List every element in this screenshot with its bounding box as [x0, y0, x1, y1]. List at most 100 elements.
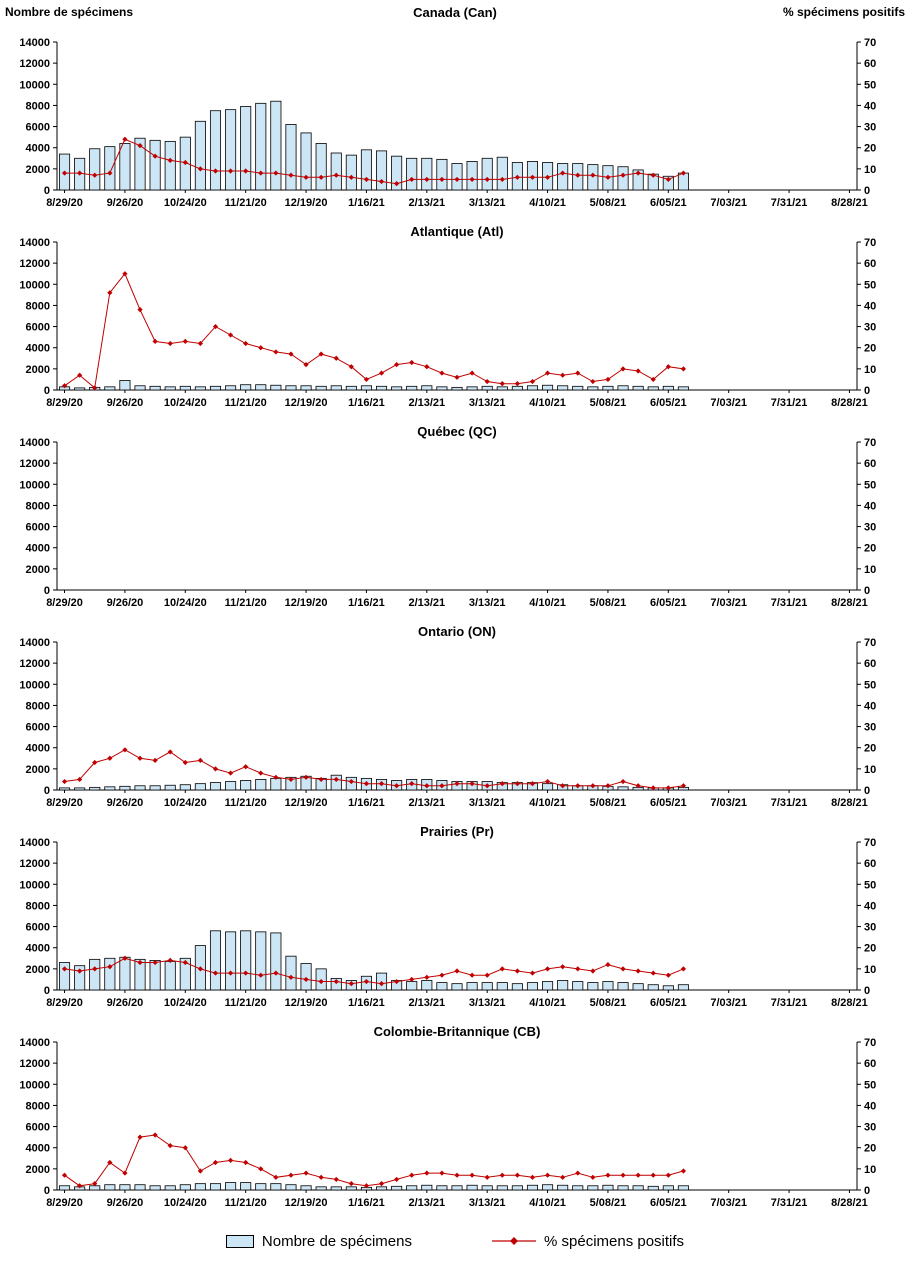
plot-area: 0 2000 4000 6000 8000 10000 12000 14000 0 10 20 30 4… — [19, 237, 876, 409]
svg-text:9/26/20: 9/26/20 — [107, 1197, 144, 1209]
svg-text:12/19/20: 12/19/20 — [285, 397, 328, 409]
svg-text:8/28/21: 8/28/21 — [831, 597, 868, 609]
svg-text:7/03/21: 7/03/21 — [710, 597, 747, 609]
svg-text:2/13/21: 2/13/21 — [408, 197, 445, 209]
svg-text:10000: 10000 — [19, 79, 50, 91]
svg-text:12/19/20: 12/19/20 — [285, 197, 328, 209]
svg-text:1/16/21: 1/16/21 — [348, 1197, 385, 1209]
svg-text:12/19/20: 12/19/20 — [285, 797, 328, 809]
svg-text:1/16/21: 1/16/21 — [348, 597, 385, 609]
chart-quebec: Québec (QC) 0 2000 4000 6000 8000 10000 12000 1… — [0, 420, 910, 620]
svg-text:40: 40 — [864, 1100, 876, 1112]
svg-text:7/31/21: 7/31/21 — [771, 197, 808, 209]
svg-text:8/28/21: 8/28/21 — [831, 797, 868, 809]
svg-text:11/21/20: 11/21/20 — [225, 797, 267, 809]
svg-text:4000: 4000 — [26, 743, 50, 755]
svg-text:10/24/20: 10/24/20 — [164, 197, 207, 209]
svg-text:10/24/20: 10/24/20 — [164, 397, 207, 409]
svg-text:3/13/21: 3/13/21 — [469, 197, 506, 209]
plot-area: 0 2000 4000 6000 8000 10000 12000 14000 0 10 20 30 4… — [19, 437, 876, 609]
axes: 0 2000 4000 6000 8000 10000 12000 14000 0 10 20 30 4… — [19, 637, 876, 809]
svg-text:12/19/20: 12/19/20 — [285, 597, 328, 609]
svg-text:6000: 6000 — [26, 322, 50, 334]
chart-title-quebec: Québec (QC) — [417, 424, 496, 439]
svg-text:40: 40 — [864, 700, 876, 712]
svg-text:3/13/21: 3/13/21 — [469, 597, 506, 609]
chart-ontario: Ontario (ON) 0 2000 4000 6000 8000 10000 12000… — [0, 620, 910, 820]
chart-prairies-plot: Prairies (Pr) 0 2000 4000 6000 8000 10000 1200… — [19, 824, 876, 1009]
svg-text:60: 60 — [864, 58, 876, 70]
svg-text:10: 10 — [864, 364, 876, 376]
plot-area: 0 2000 4000 6000 8000 10000 12000 14000 0 10 20 30 4… — [19, 1037, 876, 1209]
svg-text:8/29/20: 8/29/20 — [46, 597, 83, 609]
svg-text:12000: 12000 — [19, 1058, 50, 1070]
svg-text:7/31/21: 7/31/21 — [771, 1197, 808, 1209]
svg-text:10: 10 — [864, 764, 876, 776]
svg-text:10/24/20: 10/24/20 — [164, 997, 207, 1009]
bars-series — [59, 774, 689, 791]
line-series — [61, 747, 687, 791]
svg-text:5/08/21: 5/08/21 — [590, 397, 627, 409]
line-series — [61, 271, 687, 391]
svg-text:6/05/21: 6/05/21 — [650, 797, 687, 809]
svg-text:8000: 8000 — [26, 300, 50, 312]
chart-title-prairies: Prairies (Pr) — [420, 824, 494, 839]
svg-text:5/08/21: 5/08/21 — [590, 597, 627, 609]
svg-text:60: 60 — [864, 858, 876, 870]
svg-text:12000: 12000 — [19, 458, 50, 470]
svg-text:9/26/20: 9/26/20 — [107, 997, 144, 1009]
plot-area: 0 2000 4000 6000 8000 10000 12000 14000 0 10 20 30 4… — [19, 837, 876, 1009]
svg-text:3/13/21: 3/13/21 — [469, 397, 506, 409]
plot-area: 0 2000 4000 6000 8000 10000 12000 14000 0 10 20 30 4… — [19, 637, 876, 809]
chart-quebec-plot: Québec (QC) 0 2000 4000 6000 8000 10000 12000 1… — [19, 424, 876, 609]
svg-text:4000: 4000 — [26, 943, 50, 955]
svg-text:5/08/21: 5/08/21 — [590, 1197, 627, 1209]
svg-text:6/05/21: 6/05/21 — [650, 1197, 687, 1209]
svg-text:10/24/20: 10/24/20 — [164, 797, 207, 809]
svg-text:50: 50 — [864, 679, 876, 691]
svg-text:4000: 4000 — [26, 343, 50, 355]
bar-swatch-icon — [225, 1234, 254, 1248]
chart-canada-plot: 0 2000 4000 6000 8000 10000 12000 14000 0 10 20 30 4… — [19, 37, 876, 209]
svg-text:4/10/21: 4/10/21 — [529, 1197, 566, 1209]
svg-text:4/10/21: 4/10/21 — [529, 197, 566, 209]
svg-text:12000: 12000 — [19, 658, 50, 670]
bars-series — [59, 380, 689, 391]
svg-text:6/05/21: 6/05/21 — [650, 997, 687, 1009]
svg-text:5/08/21: 5/08/21 — [590, 197, 627, 209]
svg-text:50: 50 — [864, 479, 876, 491]
svg-text:0: 0 — [44, 1185, 50, 1197]
chart-title-atlantique: Atlantique (Atl) — [410, 224, 503, 239]
svg-text:8/29/20: 8/29/20 — [46, 797, 83, 809]
svg-text:0: 0 — [44, 785, 50, 797]
svg-text:2/13/21: 2/13/21 — [408, 797, 445, 809]
svg-text:2000: 2000 — [26, 764, 50, 776]
svg-text:2/13/21: 2/13/21 — [408, 1197, 445, 1209]
svg-text:20: 20 — [864, 943, 876, 955]
svg-text:7/31/21: 7/31/21 — [771, 597, 808, 609]
svg-text:60: 60 — [864, 258, 876, 270]
svg-text:2000: 2000 — [26, 964, 50, 976]
svg-text:8/29/20: 8/29/20 — [46, 997, 83, 1009]
svg-text:8/28/21: 8/28/21 — [831, 1197, 868, 1209]
svg-text:12/19/20: 12/19/20 — [285, 997, 328, 1009]
plot-area: 0 2000 4000 6000 8000 10000 12000 14000 0 10 20 30 4… — [19, 37, 876, 209]
svg-text:2000: 2000 — [26, 564, 50, 576]
svg-text:0: 0 — [864, 785, 870, 797]
svg-text:20: 20 — [864, 343, 876, 355]
svg-text:5/08/21: 5/08/21 — [590, 997, 627, 1009]
svg-text:7/03/21: 7/03/21 — [710, 197, 747, 209]
svg-text:10: 10 — [864, 164, 876, 176]
svg-text:40: 40 — [864, 900, 876, 912]
svg-text:20: 20 — [864, 743, 876, 755]
line-swatch-icon — [492, 1235, 536, 1247]
svg-text:14000: 14000 — [19, 37, 50, 49]
svg-text:0: 0 — [864, 585, 870, 597]
svg-text:40: 40 — [864, 500, 876, 512]
svg-text:40: 40 — [864, 300, 876, 312]
svg-text:8000: 8000 — [26, 700, 50, 712]
svg-text:7/31/21: 7/31/21 — [771, 397, 808, 409]
chart-prairies: Prairies (Pr) 0 2000 4000 6000 8000 10000 1200… — [0, 820, 910, 1020]
svg-text:6/05/21: 6/05/21 — [650, 397, 687, 409]
bars-series — [59, 1182, 689, 1191]
